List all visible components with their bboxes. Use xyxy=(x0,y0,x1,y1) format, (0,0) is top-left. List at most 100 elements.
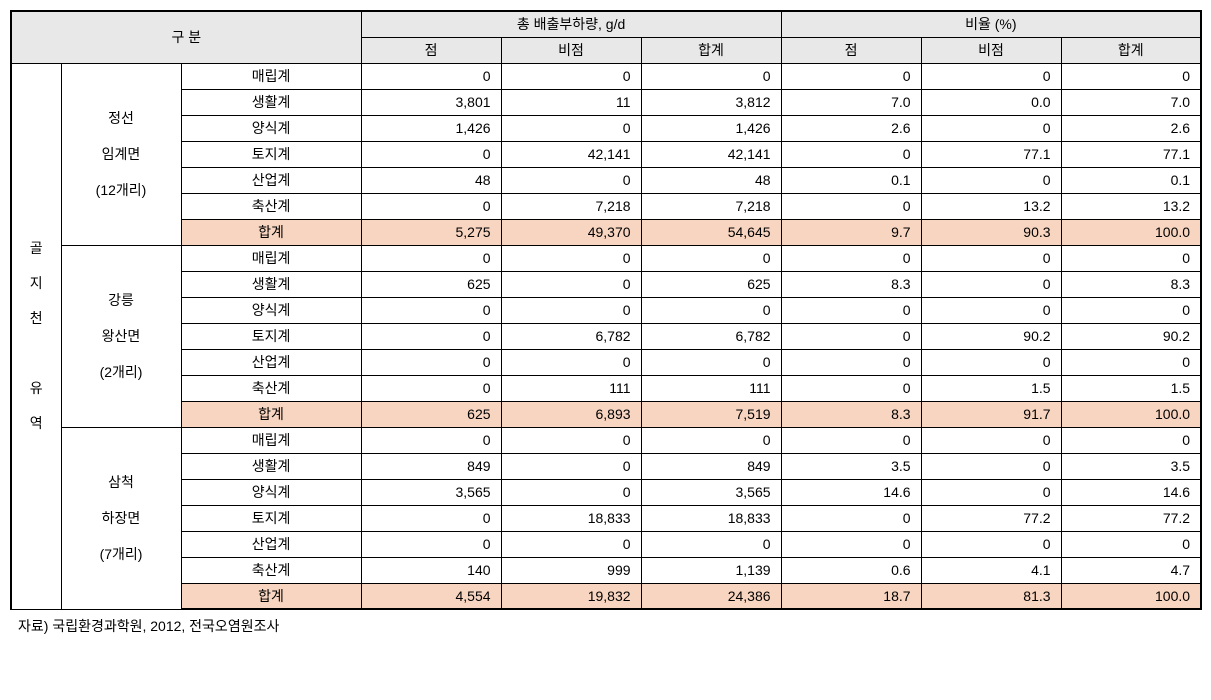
data-cell: 11 xyxy=(501,89,641,115)
data-cell: 2.6 xyxy=(781,115,921,141)
data-cell: 0 xyxy=(361,531,501,557)
table-row: 토지계06,7826,782090.290.2 xyxy=(11,323,1201,349)
data-cell: 0 xyxy=(361,63,501,89)
data-cell: 0 xyxy=(361,297,501,323)
data-cell: 48 xyxy=(641,167,781,193)
table-row: 토지계018,83318,833077.277.2 xyxy=(11,505,1201,531)
category-cell: 생활계 xyxy=(181,271,361,297)
data-cell: 111 xyxy=(641,375,781,401)
data-cell: 0 xyxy=(921,349,1061,375)
data-cell-total: 9.7 xyxy=(781,219,921,245)
data-cell: 0 xyxy=(921,167,1061,193)
data-cell: 3,812 xyxy=(641,89,781,115)
area-cell: 강릉왕산면(2개리) xyxy=(61,245,181,427)
table-row-total: 합계6256,8937,5198.391.7100.0 xyxy=(11,401,1201,427)
data-cell: 0 xyxy=(501,115,641,141)
category-cell: 산업계 xyxy=(181,531,361,557)
table-row: 축산계07,2187,218013.213.2 xyxy=(11,193,1201,219)
data-cell: 0 xyxy=(641,349,781,375)
data-cell: 77.1 xyxy=(921,141,1061,167)
category-cell: 매립계 xyxy=(181,63,361,89)
data-cell: 90.2 xyxy=(1061,323,1201,349)
table-row: 산업계000000 xyxy=(11,531,1201,557)
data-cell: 0 xyxy=(361,349,501,375)
data-cell: 77.1 xyxy=(1061,141,1201,167)
data-cell-total: 4,554 xyxy=(361,583,501,609)
data-cell: 0 xyxy=(781,505,921,531)
table-row: 축산계1409991,1390.64.14.7 xyxy=(11,557,1201,583)
data-cell: 0 xyxy=(641,297,781,323)
data-cell: 1.5 xyxy=(1061,375,1201,401)
category-cell: 토지계 xyxy=(181,141,361,167)
data-cell: 0.1 xyxy=(1061,167,1201,193)
data-cell: 7.0 xyxy=(781,89,921,115)
header-point-1: 점 xyxy=(361,37,501,63)
table-row: 산업계480480.100.1 xyxy=(11,167,1201,193)
category-cell-total: 합계 xyxy=(181,401,361,427)
data-cell: 6,782 xyxy=(641,323,781,349)
data-cell: 1,426 xyxy=(641,115,781,141)
data-cell: 625 xyxy=(361,271,501,297)
data-cell: 14.6 xyxy=(781,479,921,505)
data-cell: 90.2 xyxy=(921,323,1061,349)
data-cell: 0 xyxy=(921,297,1061,323)
data-cell: 140 xyxy=(361,557,501,583)
data-cell: 8.3 xyxy=(1061,271,1201,297)
data-cell-total: 100.0 xyxy=(1061,583,1201,609)
header-ratio: 비율 (%) xyxy=(781,11,1201,37)
category-cell: 토지계 xyxy=(181,505,361,531)
table-row-total: 합계4,55419,83224,38618.781.3100.0 xyxy=(11,583,1201,609)
table-row: 양식계3,56503,56514.6014.6 xyxy=(11,479,1201,505)
emission-table-container: 구 분 총 배출부하량, g/d 비율 (%) 점 비점 합계 점 비점 합계 … xyxy=(10,10,1200,636)
table-row: 축산계011111101.51.5 xyxy=(11,375,1201,401)
data-cell: 0 xyxy=(1061,297,1201,323)
data-cell: 77.2 xyxy=(921,505,1061,531)
data-cell: 0 xyxy=(921,531,1061,557)
category-cell-total: 합계 xyxy=(181,219,361,245)
data-cell: 0 xyxy=(781,349,921,375)
data-cell: 0 xyxy=(781,297,921,323)
data-cell-total: 5,275 xyxy=(361,219,501,245)
data-cell: 0 xyxy=(1061,245,1201,271)
table-row: 골지천유역정선임계면(12개리)매립계000000 xyxy=(11,63,1201,89)
data-cell: 0 xyxy=(921,453,1061,479)
category-cell: 양식계 xyxy=(181,297,361,323)
table-row: 생활계3,801113,8127.00.07.0 xyxy=(11,89,1201,115)
data-cell: 849 xyxy=(361,453,501,479)
data-cell: 0 xyxy=(1061,63,1201,89)
data-cell: 0 xyxy=(921,63,1061,89)
data-cell: 4.7 xyxy=(1061,557,1201,583)
table-row: 강릉왕산면(2개리)매립계000000 xyxy=(11,245,1201,271)
data-cell: 0 xyxy=(921,245,1061,271)
data-cell: 3.5 xyxy=(781,453,921,479)
header-point-2: 점 xyxy=(781,37,921,63)
data-cell: 0 xyxy=(361,375,501,401)
table-footnote: 자료) 국립환경과학원, 2012, 전국오염원조사 xyxy=(10,616,1200,636)
data-cell-total: 18.7 xyxy=(781,583,921,609)
data-cell: 1.5 xyxy=(921,375,1061,401)
data-cell: 0 xyxy=(1061,531,1201,557)
data-cell: 3,801 xyxy=(361,89,501,115)
data-cell: 0 xyxy=(361,505,501,531)
data-cell: 4.1 xyxy=(921,557,1061,583)
emission-table: 구 분 총 배출부하량, g/d 비율 (%) 점 비점 합계 점 비점 합계 … xyxy=(10,10,1202,610)
data-cell: 0 xyxy=(501,531,641,557)
data-cell: 3,565 xyxy=(641,479,781,505)
data-cell: 0 xyxy=(781,427,921,453)
data-cell: 0 xyxy=(641,427,781,453)
data-cell: 849 xyxy=(641,453,781,479)
table-row: 생활계84908493.503.5 xyxy=(11,453,1201,479)
data-cell: 13.2 xyxy=(1061,193,1201,219)
data-cell: 3,565 xyxy=(361,479,501,505)
table-row: 삼척하장면(7개리)매립계000000 xyxy=(11,427,1201,453)
data-cell: 0 xyxy=(1061,427,1201,453)
data-cell: 77.2 xyxy=(1061,505,1201,531)
category-cell: 매립계 xyxy=(181,245,361,271)
data-cell: 0.1 xyxy=(781,167,921,193)
data-cell: 0 xyxy=(501,63,641,89)
data-cell: 13.2 xyxy=(921,193,1061,219)
data-cell-total: 625 xyxy=(361,401,501,427)
data-cell: 0.6 xyxy=(781,557,921,583)
data-cell: 0 xyxy=(781,141,921,167)
data-cell: 6,782 xyxy=(501,323,641,349)
